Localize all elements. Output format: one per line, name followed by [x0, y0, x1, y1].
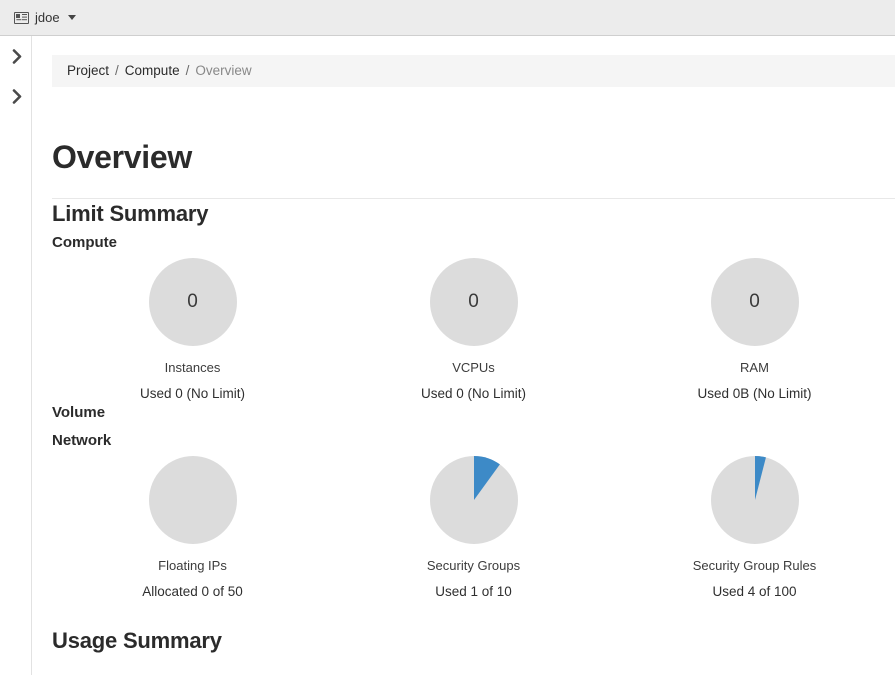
quota-chart-caption: Used 0 (No Limit)	[420, 386, 527, 401]
quota-chart-label: VCPUs	[452, 360, 495, 375]
breadcrumb-separator: /	[185, 63, 190, 79]
compute-quota-row: 0 Instances Used 0 (No Limit) 0 VCPUs Us…	[52, 258, 895, 401]
quota-chart-caption: Used 1 of 10	[435, 584, 512, 599]
network-quota-row: Floating IPs Allocated 0 of 50 Security …	[52, 456, 895, 599]
breadcrumb-item-overview: Overview	[195, 63, 252, 79]
network-section-heading: Network	[52, 432, 112, 449]
pie-center-value	[711, 456, 799, 544]
limit-summary-heading: Limit Summary	[52, 201, 209, 226]
usage-summary-heading: Usage Summary	[52, 628, 222, 653]
sidebar	[0, 36, 32, 675]
pie-center-value: 0	[749, 291, 760, 312]
username-label: jdoe	[35, 10, 60, 25]
quota-chart-label: Instances	[164, 360, 221, 375]
breadcrumb-item-project[interactable]: Project	[67, 63, 110, 79]
pie-chart-security-group-rules	[710, 456, 799, 544]
breadcrumb-bar: Project / Compute / Overview	[52, 55, 895, 87]
pie-chart-ram: 0	[710, 258, 799, 346]
user-menu[interactable]: jdoe	[14, 11, 76, 24]
pie-chart-vcpus: 0	[429, 258, 518, 346]
top-navbar: jdoe	[0, 0, 895, 36]
chevron-right-icon	[12, 88, 23, 104]
quota-chart-vcpus: 0 VCPUs Used 0 (No Limit)	[333, 258, 614, 401]
quota-chart-floating-ips: Floating IPs Allocated 0 of 50	[52, 456, 333, 599]
breadcrumb-separator: /	[115, 63, 119, 79]
main-content: Project / Compute / Overview Overview Li…	[32, 36, 895, 675]
pie-center-value: 0	[187, 291, 198, 312]
chevron-right-icon	[12, 48, 23, 64]
quota-chart-caption: Used 4 of 100	[712, 584, 797, 599]
pie-chart-floating-ips	[148, 456, 237, 544]
compute-section-heading: Compute	[52, 234, 117, 251]
pie-chart-instances: 0	[148, 258, 237, 346]
quota-chart-ram: 0 RAM Used 0B (No Limit)	[614, 258, 895, 401]
pie-center-value: 0	[468, 291, 479, 312]
caret-down-icon	[67, 15, 76, 20]
quota-chart-label: Security Groups	[426, 558, 521, 573]
pie-center-value	[149, 456, 237, 544]
breadcrumb-item-compute[interactable]: Compute	[124, 63, 180, 79]
quota-chart-caption: Allocated 0 of 50	[142, 584, 243, 599]
quota-chart-label: Floating IPs	[158, 558, 227, 573]
breadcrumb: Project / Compute / Overview	[67, 64, 252, 78]
page-title: Overview	[52, 139, 192, 175]
id-card-icon	[14, 11, 29, 24]
title-divider	[52, 198, 895, 199]
sidebar-expand-toggle-2[interactable]	[9, 88, 25, 104]
quota-chart-security-groups: Security Groups Used 1 of 10	[333, 456, 614, 599]
quota-chart-label: Security Group Rules	[692, 558, 817, 573]
volume-section-heading: Volume	[52, 404, 106, 421]
pie-chart-security-groups	[429, 456, 518, 544]
quota-chart-caption: Used 0 (No Limit)	[139, 386, 246, 401]
quota-chart-security-group-rules: Security Group Rules Used 4 of 100	[614, 456, 895, 599]
sidebar-expand-toggle-1[interactable]	[9, 48, 25, 64]
pie-center-value	[430, 456, 518, 544]
quota-chart-caption: Used 0B (No Limit)	[697, 386, 812, 401]
quota-chart-label: RAM	[740, 360, 769, 375]
quota-chart-instances: 0 Instances Used 0 (No Limit)	[52, 258, 333, 401]
